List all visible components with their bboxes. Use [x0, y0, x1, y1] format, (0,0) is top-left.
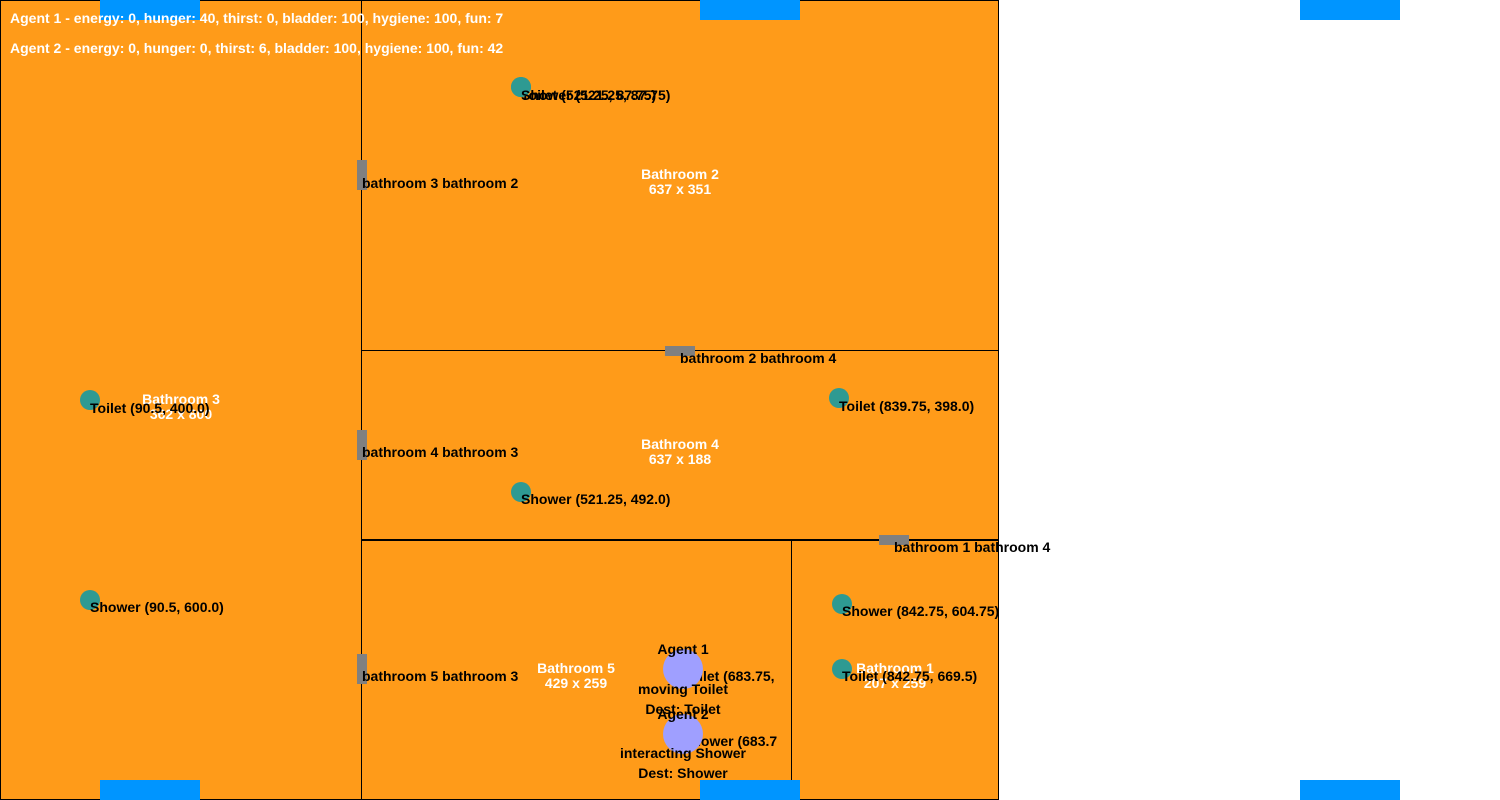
- toilet-label: Toilet (683.75,: [683, 668, 775, 684]
- room-size: 207 x 259: [863, 675, 927, 691]
- room-size: 637 x 351: [648, 181, 712, 197]
- room-bathroom-3: [0, 0, 362, 800]
- room-bathroom-1: [791, 540, 999, 800]
- room-name: Bathroom 4: [641, 436, 719, 452]
- room-bathroom-4: [361, 350, 999, 540]
- door-bathroom4-bathroom3[interactable]: [357, 430, 367, 460]
- room-name: Bathroom 5: [537, 660, 615, 676]
- door-label: bathroom 2 bathroom 4: [680, 350, 837, 366]
- agent-dest: Dest: Shower: [638, 765, 728, 781]
- toilet-marker[interactable]: [832, 659, 852, 679]
- shower-label: Shower (521.25, 87.75): [521, 87, 671, 103]
- agent-2-status: Agent 2 - energy: 0, hunger: 0, thirst: …: [10, 40, 504, 56]
- window: [700, 780, 800, 800]
- agent-name: Agent 2: [657, 706, 709, 722]
- room-label-bathroom-3: Bathroom 3 362 x 800: [142, 392, 220, 422]
- agent-1-status: Agent 1 - energy: 0, hunger: 40, thirst:…: [10, 10, 504, 26]
- toilet-label: Toilet (839.75, 398.0): [839, 398, 975, 414]
- window: [100, 0, 200, 20]
- shower-label: Shower (90.5, 600.0): [90, 599, 224, 615]
- room-name: Bathroom 1: [856, 660, 934, 676]
- agent-2-info: Agent 2: [657, 704, 708, 724]
- room-label-bathroom-2: Bathroom 2 637 x 351: [641, 167, 719, 197]
- door-label: bathroom 4 bathroom 3: [362, 444, 519, 460]
- window: [100, 780, 200, 800]
- room-bathroom-5: [361, 540, 792, 800]
- room-bathroom-2: [361, 0, 999, 352]
- door-bathroom5-bathroom3[interactable]: [357, 654, 367, 684]
- room-label-bathroom-1: Bathroom 1 207 x 259: [856, 661, 934, 691]
- toilet-label: Toilet (842.75, 669.5): [842, 668, 978, 684]
- agent-state: moving Toilet: [638, 681, 728, 697]
- room-size: 362 x 800: [149, 406, 213, 422]
- toilet-label: Toilet (521.25, 87.75): [521, 87, 657, 103]
- shower-label: Shower (521.25, 492.0): [521, 491, 671, 507]
- shower-marker[interactable]: [511, 77, 531, 97]
- door-label: bathroom 3 bathroom 2: [362, 175, 519, 191]
- toilet-label: Toilet (90.5, 400.0): [90, 400, 210, 416]
- agent-dest: Dest: Toilet: [645, 701, 721, 717]
- agent-1-state: moving Toilet Dest: Toilet: [638, 679, 728, 719]
- agent-1-info: Agent 1: [657, 639, 708, 659]
- room-label-bathroom-5: Bathroom 5 429 x 259: [537, 661, 615, 691]
- door-label: bathroom 1 bathroom 4: [894, 539, 1051, 555]
- shower-label: Shower (842.75, 604.75): [842, 603, 1000, 619]
- room-label-bathroom-4: Bathroom 4 637 x 188: [641, 437, 719, 467]
- door-bathroom2-bathroom4[interactable]: [665, 346, 695, 356]
- shower-marker[interactable]: [511, 482, 531, 502]
- shower-marker[interactable]: [80, 590, 100, 610]
- room-size: 637 x 188: [648, 451, 712, 467]
- room-name: Bathroom 2: [641, 166, 719, 182]
- agent-1-marker[interactable]: [663, 649, 703, 689]
- window: [1300, 780, 1400, 800]
- door-label: bathroom 5 bathroom 3: [362, 668, 519, 684]
- agent-2-marker[interactable]: [663, 714, 703, 754]
- window: [700, 0, 800, 20]
- door-bathroom1-bathroom4[interactable]: [879, 535, 909, 545]
- toilet-marker[interactable]: [80, 390, 100, 410]
- agent-state: interacting Shower: [619, 745, 747, 761]
- shower-label: Shower (683.7: [683, 733, 778, 749]
- room-name: Bathroom 3: [142, 391, 220, 407]
- room-size: 429 x 259: [544, 675, 608, 691]
- agent-2-state: interacting Shower Dest: Shower: [620, 743, 746, 783]
- door-bathroom3-bathroom2[interactable]: [357, 160, 367, 190]
- toilet-marker[interactable]: [829, 388, 849, 408]
- shower-marker[interactable]: [832, 594, 852, 614]
- window: [1300, 0, 1400, 20]
- agent-name: Agent 1: [657, 641, 709, 657]
